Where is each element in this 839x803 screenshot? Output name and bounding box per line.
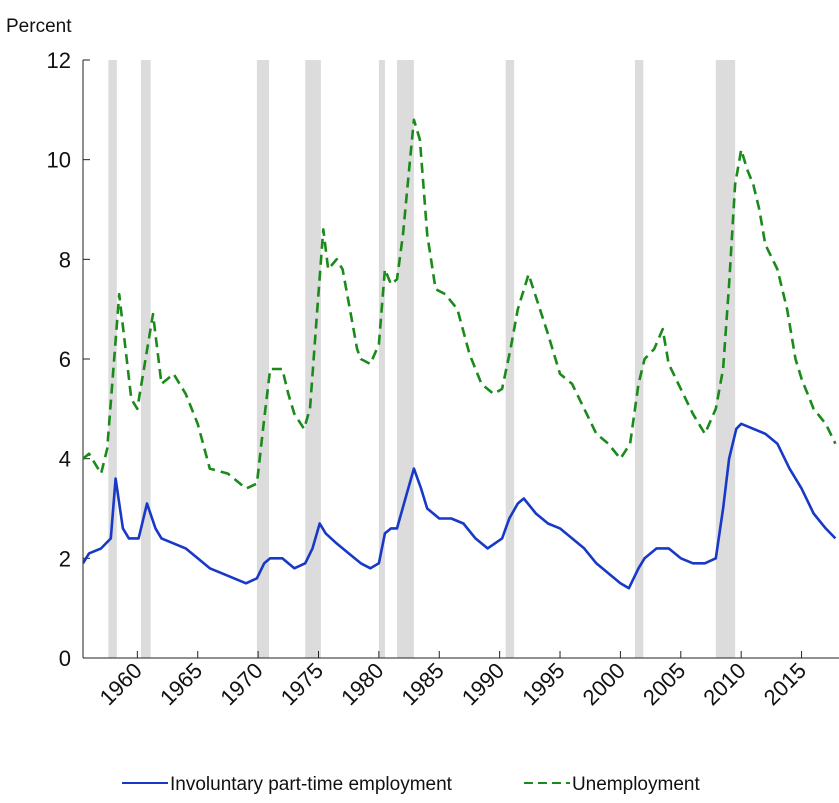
series-line (83, 422, 837, 590)
recession-band (108, 60, 117, 658)
y-tick-label: 12 (47, 48, 71, 73)
x-tick-label: 1980 (336, 658, 388, 710)
x-tick-label: 1990 (457, 658, 509, 710)
y-tick-label: 10 (47, 148, 71, 173)
recession-band (140, 60, 151, 658)
recession-band (715, 60, 736, 658)
legend: Involuntary part-time employment Unemploy… (122, 774, 700, 795)
y-tick-label: 2 (59, 546, 71, 571)
y-axis-label: Percent (6, 16, 72, 37)
recession-band (256, 60, 269, 658)
recession-band (378, 60, 385, 658)
x-tick-label: 1960 (95, 658, 147, 710)
x-tick-label: 1985 (397, 658, 449, 710)
x-tick-label: 1995 (517, 658, 569, 710)
x-tick-label: 1970 (215, 658, 267, 710)
y-tick-label: 0 (59, 646, 71, 671)
y-tick-label: 8 (59, 247, 71, 272)
x-tick-label: 2010 (698, 658, 750, 710)
recession-band (396, 60, 414, 658)
x-tick-label: 1975 (276, 658, 328, 710)
x-tick-label: 2005 (638, 658, 690, 710)
y-tick-label: 4 (59, 447, 71, 472)
recession-shading (108, 60, 736, 658)
recession-band (634, 60, 644, 658)
legend-label: Unemployment (572, 774, 700, 795)
legend-label: Involuntary part-time employment (170, 774, 453, 795)
series-line (83, 118, 837, 490)
x-tick-label: 2015 (759, 658, 811, 710)
x-tick-label: 1965 (155, 658, 207, 710)
plot-lines (83, 118, 837, 590)
x-tick-label: 2000 (578, 658, 630, 710)
recession-band (505, 60, 515, 658)
y-tick-label: 6 (59, 347, 71, 372)
